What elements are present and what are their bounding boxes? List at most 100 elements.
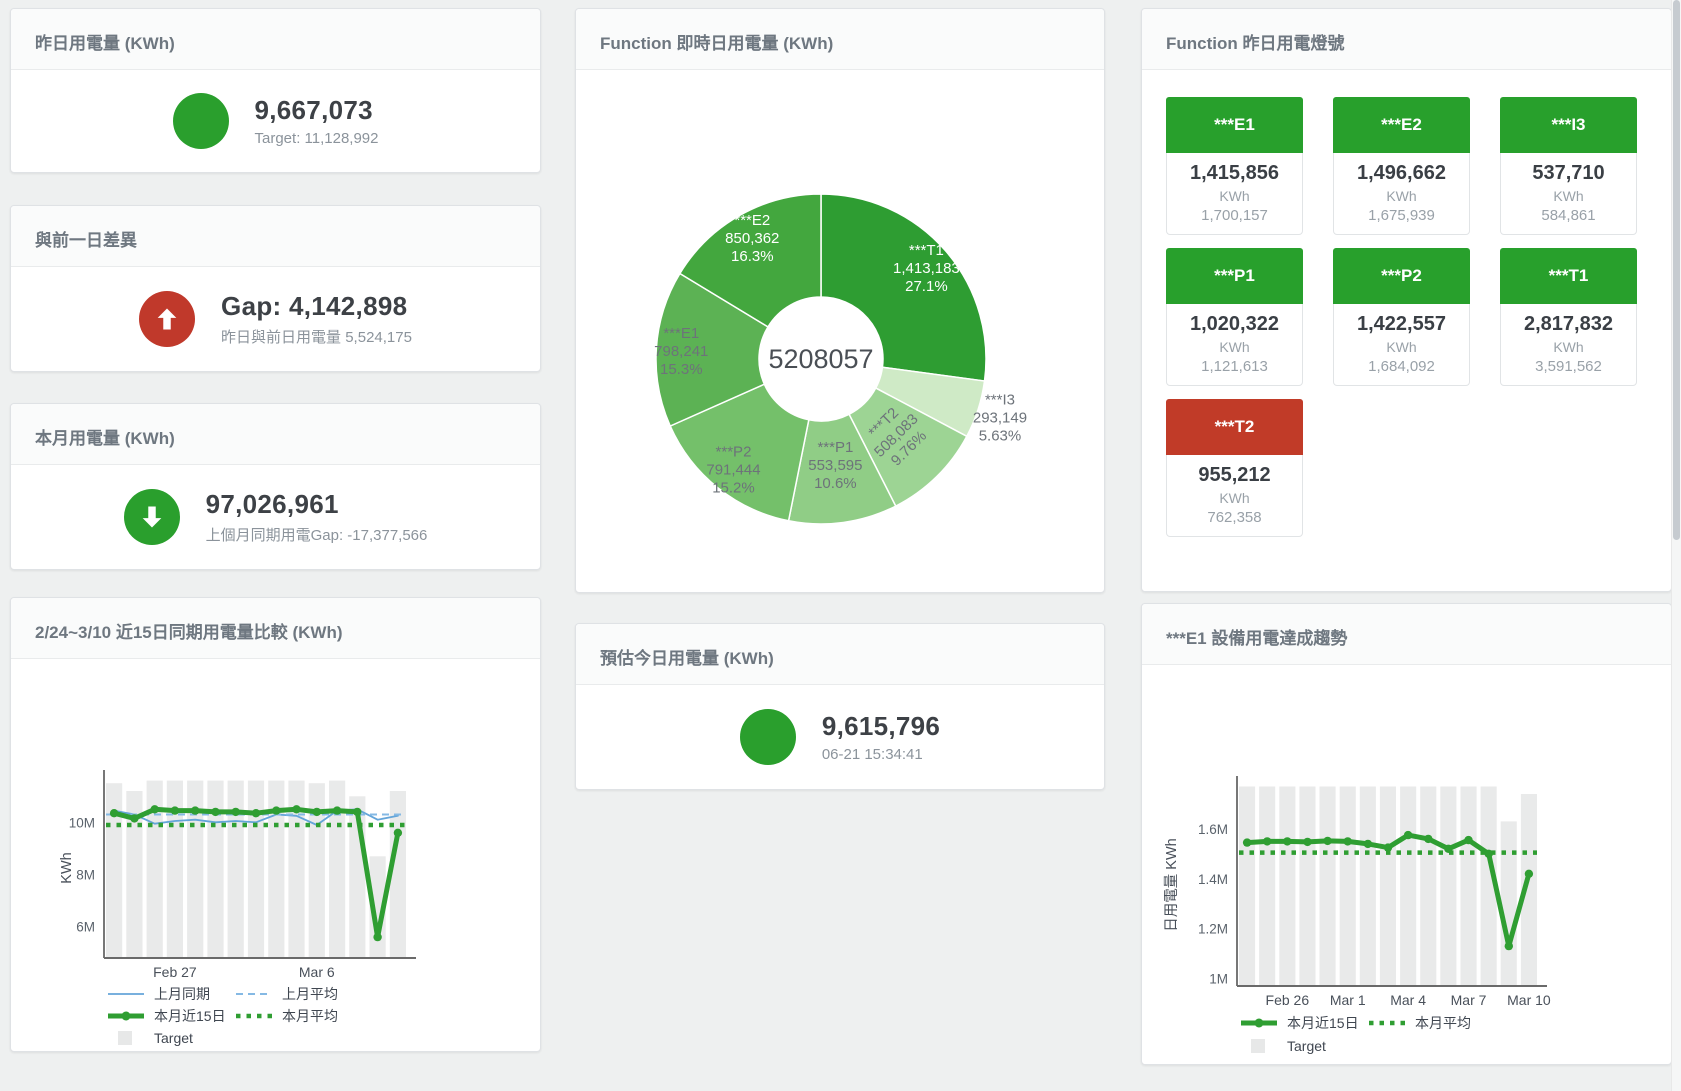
stat-body: 9,667,073 Target: 11,128,992 xyxy=(11,70,540,172)
tile-value: 1,422,557 xyxy=(1357,313,1446,335)
tile-unit: KWh xyxy=(1386,339,1417,355)
tile-target-value: 1,675,939 xyxy=(1368,207,1435,224)
tile-unit: KWh xyxy=(1219,490,1250,506)
legend-label: 上月同期 xyxy=(154,986,210,1002)
donut-slice-label: ***T2508,0839.76% xyxy=(858,398,934,474)
tile-status-header: ***T1 xyxy=(1500,248,1637,304)
donut-slice-P2[interactable] xyxy=(669,383,810,522)
donut-slice-label: ***P1 553,595 10.6% xyxy=(808,439,862,492)
x-tick-label: Mar 1 xyxy=(1330,992,1366,1008)
y-axis-label: KWh xyxy=(59,852,75,883)
tile-target-value: 1,700,157 xyxy=(1201,207,1268,224)
device-tile-E1[interactable]: ***E1 1,415,856 KWh 1,700,157 xyxy=(1166,97,1303,235)
device-tile-T1[interactable]: ***T1 2,817,832 KWh 3,591,562 xyxy=(1500,248,1637,386)
y-tick-label: 1.6M xyxy=(1198,822,1228,837)
card-month-usage: 本月用電量 (KWh) 97,026,961 上個月同期用電Gap: -17,3… xyxy=(10,403,541,570)
legend-target-swatch xyxy=(1251,1039,1265,1053)
vertical-scrollbar[interactable] xyxy=(1671,0,1681,1091)
y-tick-label: 1.2M xyxy=(1198,922,1228,937)
month-usage-sub: 上個月同期用電Gap: -17,377,566 xyxy=(205,527,428,544)
lights-grid: ***E1 1,415,856 KWh 1,700,157 ***E2 1,496,662… xyxy=(1142,70,1671,537)
scrollbar-thumb[interactable] xyxy=(1673,0,1680,540)
status-circle-icon xyxy=(172,93,229,149)
function-usage-donut-chart: ***T1 1,413,183 27.1% ***I3 293,149 5.63% ***T… xyxy=(654,193,1027,525)
x-tick-label: Feb 26 xyxy=(1266,992,1310,1008)
card-today-estimate: 預估今日用電量 (KWh) 9,615,796 06-21 15:34:41 xyxy=(575,623,1105,790)
tile-value: 2,817,832 xyxy=(1524,313,1613,335)
legend-label: 本月近15日 xyxy=(1287,1015,1359,1031)
target-bar xyxy=(1460,786,1477,986)
target-bar xyxy=(227,780,244,958)
e1-trend-line-chart: 1M 1.2M 1.4M 1.6M Feb 26 Mar 1 Mar 4 Mar 7 Mar 1… xyxy=(1164,776,1551,1054)
card-title: 昨日用電量 (KWh) xyxy=(11,9,540,70)
legend-label: 本月平均 xyxy=(282,1008,338,1024)
device-tile-I3[interactable]: ***I3 537,710 KWh 584,861 xyxy=(1500,97,1637,235)
y-tick-label: 1M xyxy=(1209,972,1228,987)
tile-target-value: 584,861 xyxy=(1541,207,1596,224)
card-title: 與前一日差異 xyxy=(11,206,540,267)
yesterday-usage-target: Target: 11,128,992 xyxy=(254,130,379,147)
day-gap-sub: 昨日與前日用電量 5,524,175 xyxy=(221,329,412,346)
tile-value: 955,212 xyxy=(1198,464,1271,486)
arrow-down-icon xyxy=(142,506,161,528)
tile-status-header: ***P1 xyxy=(1166,248,1303,304)
target-bar xyxy=(288,780,305,958)
y-tick-label: 8M xyxy=(76,868,95,883)
legend-label: 本月平均 xyxy=(1415,1015,1471,1031)
card-title: 2/24~3/10 近15日同期用電量比較 (KWh) xyxy=(11,598,540,659)
target-bar xyxy=(1339,786,1356,986)
tile-unit: KWh xyxy=(1219,339,1250,355)
tile-status-header: ***E2 xyxy=(1333,97,1470,153)
today-estimate-timestamp: 06-21 15:34:41 xyxy=(821,746,923,763)
y-tick-label: 6M xyxy=(76,920,95,935)
device-tile-P1[interactable]: ***P1 1,020,322 KWh 1,121,613 xyxy=(1166,248,1303,386)
device-tile-E2[interactable]: ***E2 1,496,662 KWh 1,675,939 xyxy=(1333,97,1470,235)
donut-center-total: 5208057 xyxy=(768,344,873,374)
donut-slice-E1[interactable] xyxy=(655,272,770,427)
target-bar xyxy=(1440,786,1457,986)
target-bar xyxy=(268,780,285,958)
target-bar xyxy=(1420,786,1437,986)
donut-slice-T1[interactable] xyxy=(820,193,987,382)
card-title: Function 即時日用電量 (KWh) xyxy=(576,9,1104,70)
tile-status-header: ***P2 xyxy=(1333,248,1470,304)
tile-value: 1,415,856 xyxy=(1190,162,1279,184)
target-bar xyxy=(1379,786,1396,986)
donut-slice-E2[interactable] xyxy=(678,193,822,328)
card-15day-compare-chart: 2/24~3/10 近15日同期用電量比較 (KWh) 6M 8M 10M Feb 2… xyxy=(10,597,541,1052)
donut-slice-label: ***E1 798,241 15.3% xyxy=(654,325,708,378)
donut-slice-label: ***E2 850,362 16.3% xyxy=(725,212,779,265)
tile-value: 537,710 xyxy=(1532,162,1605,184)
status-circle-icon xyxy=(123,489,180,545)
tile-target-value: 762,358 xyxy=(1207,509,1262,526)
month-usage-value: 97,026,961 xyxy=(205,489,339,519)
today-estimate-value: 9,615,796 xyxy=(821,711,941,741)
card-title: 預估今日用電量 (KWh) xyxy=(576,624,1104,685)
stat-body: 97,026,961 上個月同期用電Gap: -17,377,566 xyxy=(11,465,540,569)
legend-label: Target xyxy=(1287,1038,1326,1054)
status-circle-icon xyxy=(139,291,196,347)
yesterday-usage-value: 9,667,073 xyxy=(254,95,373,125)
device-tile-T2[interactable]: ***T2 955,212 KWh 762,358 xyxy=(1166,399,1303,537)
tile-value: 1,020,322 xyxy=(1190,313,1279,335)
tile-unit: KWh xyxy=(1219,188,1250,204)
tile-unit: KWh xyxy=(1553,339,1584,355)
y-tick-label: 10M xyxy=(69,815,95,830)
stat-body: 9,615,796 06-21 15:34:41 xyxy=(576,685,1104,789)
x-tick-label: Feb 27 xyxy=(153,964,197,980)
y-axis-label: 日用電量 KWh xyxy=(1164,838,1180,931)
legend-target-swatch xyxy=(118,1031,132,1045)
tile-unit: KWh xyxy=(1553,188,1584,204)
x-tick-label: Mar 10 xyxy=(1507,992,1551,1008)
target-bar xyxy=(1400,786,1417,986)
legend-label: 本月近15日 xyxy=(154,1008,226,1024)
tile-status-header: ***T2 xyxy=(1166,399,1303,455)
device-tile-P2[interactable]: ***P2 1,422,557 KWh 1,684,092 xyxy=(1333,248,1470,386)
card-title: Function 昨日用電燈號 xyxy=(1142,9,1671,70)
legend-label: Target xyxy=(154,1030,193,1046)
target-bar xyxy=(1480,786,1497,986)
target-bar xyxy=(207,780,224,958)
target-bar xyxy=(1239,786,1256,986)
card-title: 本月用電量 (KWh) xyxy=(11,404,540,465)
x-tick-label: Mar 6 xyxy=(299,964,335,980)
